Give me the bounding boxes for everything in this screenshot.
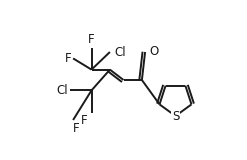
Text: Cl: Cl [56,84,67,97]
Text: F: F [65,52,71,65]
Text: S: S [172,109,179,123]
Text: O: O [149,45,158,58]
Text: F: F [81,114,87,127]
Text: F: F [73,122,80,135]
Text: Cl: Cl [114,45,125,59]
Text: F: F [88,33,95,46]
